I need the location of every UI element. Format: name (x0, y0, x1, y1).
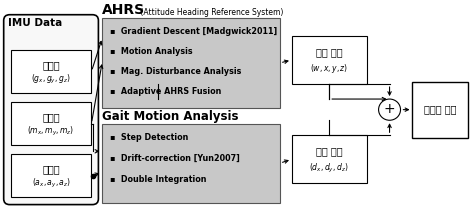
Text: ▪  Double Integration: ▪ Double Integration (110, 175, 207, 184)
Text: $(g_x, g_y, g_z)$: $(g_x, g_y, g_z)$ (31, 73, 71, 86)
Text: $(d_x, d_y, d_z)$: $(d_x, d_y, d_z)$ (309, 161, 349, 174)
Circle shape (378, 99, 401, 120)
Text: 이동 거리: 이동 거리 (316, 147, 342, 157)
FancyBboxPatch shape (412, 82, 468, 138)
FancyBboxPatch shape (292, 135, 367, 183)
Text: $(w, x, y, z)$: $(w, x, y, z)$ (310, 62, 349, 75)
Text: ▪  Step Detection: ▪ Step Detection (110, 133, 189, 142)
Text: $(a_x, a_y, a_z)$: $(a_x, a_y, a_z)$ (32, 177, 70, 190)
FancyBboxPatch shape (11, 50, 91, 93)
Text: IMU Data: IMU Data (8, 18, 62, 28)
Text: 가속도: 가속도 (42, 164, 60, 174)
FancyBboxPatch shape (102, 124, 280, 203)
Text: 사용자 위치: 사용자 위치 (424, 105, 456, 115)
FancyBboxPatch shape (11, 102, 91, 145)
Text: Gait Motion Analysis: Gait Motion Analysis (102, 110, 239, 123)
FancyBboxPatch shape (4, 15, 98, 205)
Text: ▪  Gradient Descent [Madgwick2011]: ▪ Gradient Descent [Madgwick2011] (110, 27, 278, 36)
Text: $(m_x, m_y, m_z)$: $(m_x, m_y, m_z)$ (27, 125, 75, 138)
Text: 지자기: 지자기 (42, 112, 60, 122)
Text: ▪  Mag. Disturbance Analysis: ▪ Mag. Disturbance Analysis (110, 67, 242, 76)
Text: ▪  Adaptive AHRS Fusion: ▪ Adaptive AHRS Fusion (110, 87, 222, 96)
Text: +: + (384, 102, 395, 116)
Text: 각속도: 각속도 (42, 60, 60, 70)
Text: ▪  Motion Analysis: ▪ Motion Analysis (110, 47, 193, 56)
Text: 이동 방향: 이동 방향 (316, 47, 342, 57)
FancyBboxPatch shape (102, 18, 280, 108)
Text: (Attitude Heading Reference System): (Attitude Heading Reference System) (138, 8, 284, 17)
Text: AHRS: AHRS (102, 3, 146, 17)
Text: ▪  Drift-correction [Yun2007]: ▪ Drift-correction [Yun2007] (110, 154, 240, 163)
FancyBboxPatch shape (292, 36, 367, 84)
FancyBboxPatch shape (11, 154, 91, 197)
